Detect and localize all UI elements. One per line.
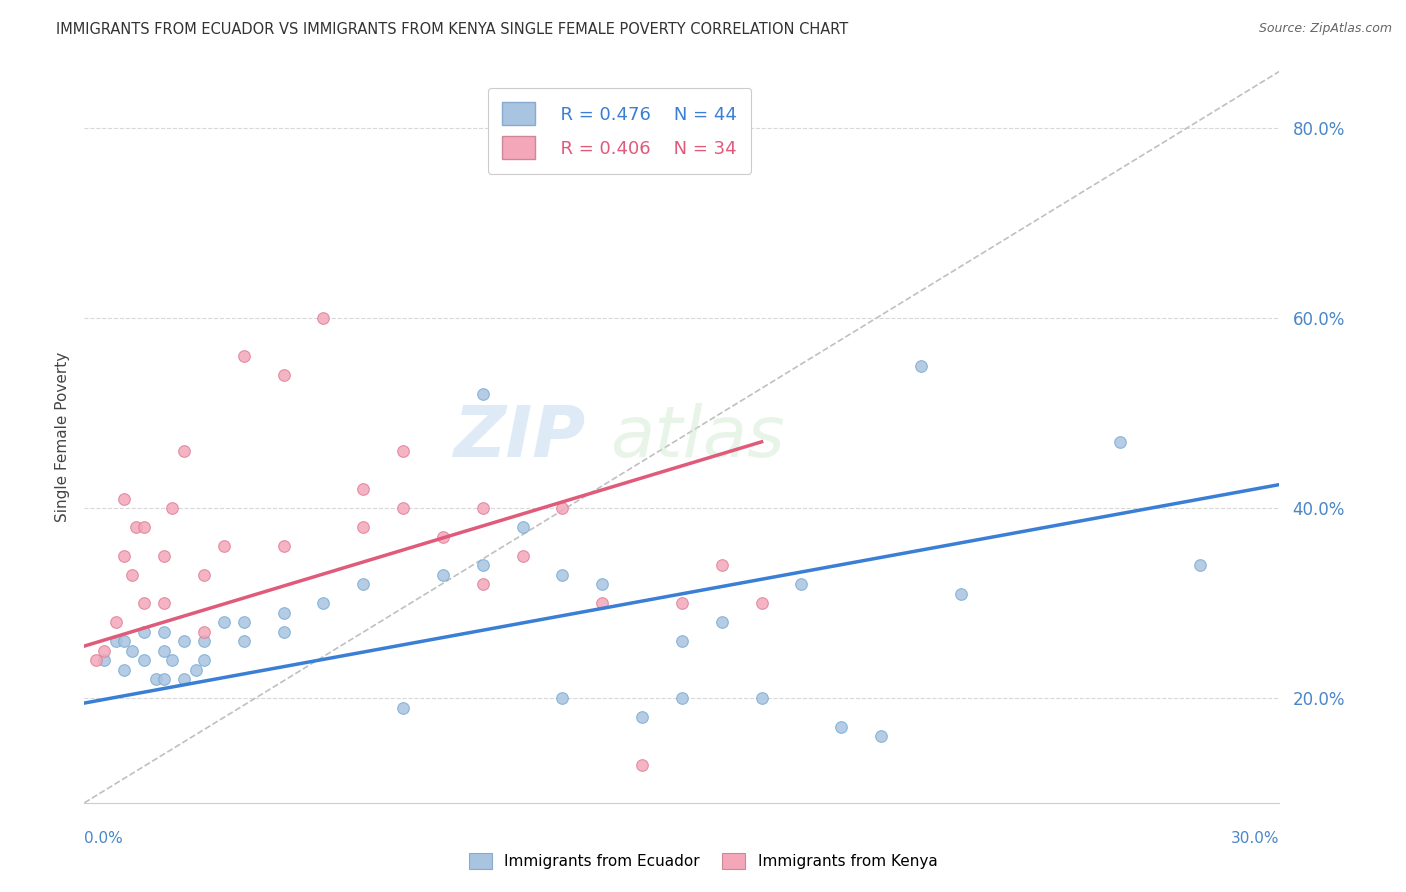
Point [193, 567, 215, 582]
Point [121, 567, 143, 582]
Point [751, 596, 773, 610]
Point [153, 596, 176, 610]
Point [160, 653, 183, 667]
Point [432, 567, 454, 582]
Point [105, 615, 128, 630]
Point [551, 567, 574, 582]
Point [121, 644, 143, 658]
Point [1188, 558, 1211, 573]
Point [471, 501, 494, 516]
Point [125, 520, 148, 534]
Point [273, 606, 295, 620]
Point [312, 596, 335, 610]
Point [132, 596, 156, 610]
Point [193, 624, 215, 639]
Text: ZIP: ZIP [454, 402, 586, 472]
Point [193, 634, 215, 648]
Point [212, 539, 235, 553]
Point [112, 663, 135, 677]
Point [232, 349, 254, 363]
Point [631, 710, 654, 724]
Point [160, 501, 183, 516]
Point [112, 491, 135, 506]
Point [392, 701, 415, 715]
Point [751, 691, 773, 706]
Point [392, 444, 415, 458]
Point [471, 558, 494, 573]
Point [132, 624, 156, 639]
Point [232, 615, 254, 630]
Point [710, 558, 733, 573]
Point [212, 615, 235, 630]
Point [631, 757, 654, 772]
Point [671, 596, 693, 610]
Point [184, 663, 207, 677]
Point [112, 549, 135, 563]
Point [830, 720, 852, 734]
Point [153, 673, 176, 687]
Point [273, 624, 295, 639]
Point [145, 673, 167, 687]
Point [153, 624, 176, 639]
Point [273, 539, 295, 553]
Point [949, 587, 972, 601]
Point [710, 615, 733, 630]
Text: 30.0%: 30.0% [1232, 831, 1279, 846]
Point [352, 577, 374, 591]
Point [112, 634, 135, 648]
Point [173, 444, 195, 458]
Legend:   R = 0.476    N = 44,   R = 0.406    N = 34: R = 0.476 N = 44, R = 0.406 N = 34 [488, 87, 751, 174]
Point [86, 653, 108, 667]
Point [173, 673, 195, 687]
Point [153, 644, 176, 658]
Point [870, 729, 893, 743]
Point [790, 577, 813, 591]
Point [352, 483, 374, 497]
Point [432, 530, 454, 544]
Point [273, 368, 295, 383]
Text: IMMIGRANTS FROM ECUADOR VS IMMIGRANTS FROM KENYA SINGLE FEMALE POVERTY CORRELATI: IMMIGRANTS FROM ECUADOR VS IMMIGRANTS FR… [56, 22, 848, 37]
Point [352, 520, 374, 534]
Point [1109, 434, 1132, 449]
Point [471, 577, 494, 591]
Point [591, 577, 613, 591]
Text: Source: ZipAtlas.com: Source: ZipAtlas.com [1258, 22, 1392, 36]
Point [153, 549, 176, 563]
Point [93, 653, 115, 667]
Point [591, 596, 613, 610]
Point [312, 311, 335, 326]
Point [551, 501, 574, 516]
Point [193, 653, 215, 667]
Text: 0.0%: 0.0% [84, 831, 124, 846]
Point [551, 691, 574, 706]
Point [173, 634, 195, 648]
Point [232, 634, 254, 648]
Point [512, 549, 534, 563]
Point [105, 634, 128, 648]
Legend: Immigrants from Ecuador, Immigrants from Kenya: Immigrants from Ecuador, Immigrants from… [463, 847, 943, 875]
Point [671, 691, 693, 706]
Y-axis label: Single Female Poverty: Single Female Poverty [55, 352, 70, 522]
Point [392, 501, 415, 516]
Point [910, 359, 932, 373]
Point [93, 644, 115, 658]
Point [471, 387, 494, 401]
Point [132, 653, 156, 667]
Point [512, 520, 534, 534]
Text: atlas: atlas [610, 402, 785, 472]
Point [132, 520, 156, 534]
Point [671, 634, 693, 648]
